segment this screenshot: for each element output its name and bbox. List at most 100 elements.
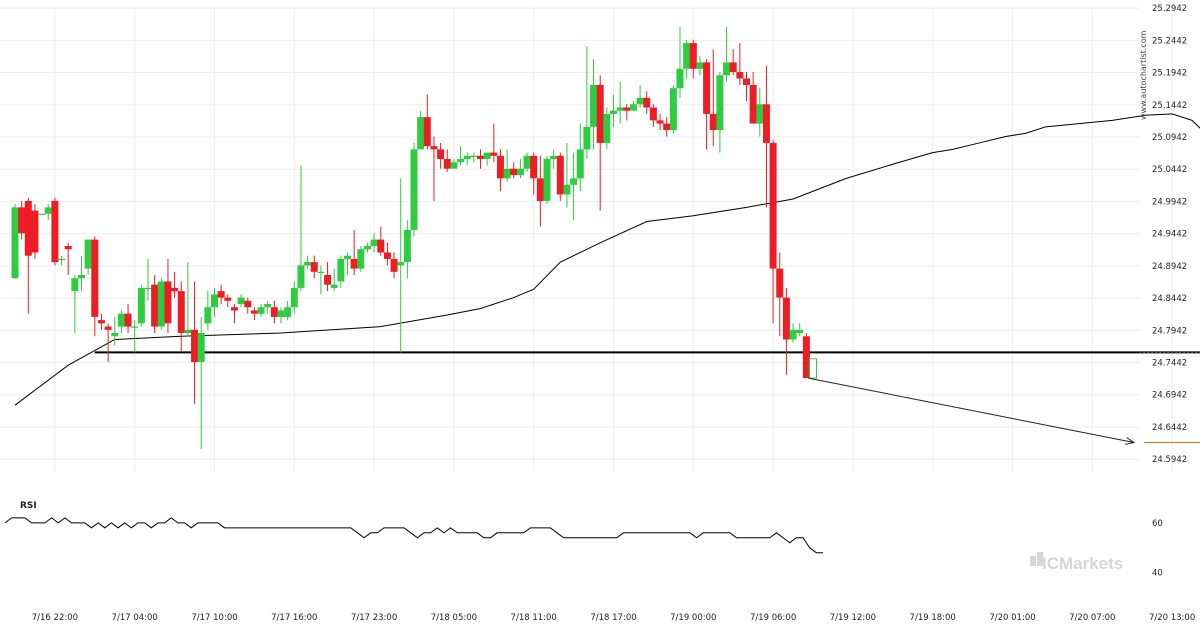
candle-body — [417, 117, 425, 150]
candle-body — [403, 229, 411, 263]
time-tick-label: 7/18 11:00 — [511, 613, 557, 623]
candle — [796, 323, 804, 337]
candle-body — [636, 97, 644, 105]
candle — [649, 104, 657, 127]
candle — [250, 307, 258, 321]
candle — [676, 26, 684, 98]
candle — [629, 101, 637, 111]
candle — [463, 152, 471, 166]
candle-body — [723, 62, 731, 76]
rsi-tick-label: 40 — [1152, 569, 1163, 579]
forecast-arrow — [808, 377, 1200, 445]
candle-body — [171, 287, 179, 292]
candle — [536, 155, 544, 227]
candle — [550, 149, 558, 169]
candle — [390, 252, 398, 279]
candle — [596, 75, 604, 211]
candle — [443, 149, 451, 172]
candle-body — [616, 107, 624, 111]
time-tick-label: 7/17 23:00 — [351, 613, 397, 623]
candle — [603, 107, 611, 150]
candle-body — [284, 307, 292, 317]
candle-body — [370, 239, 378, 247]
candle-body — [576, 149, 584, 179]
candle-body — [117, 313, 125, 327]
rsi-tick-label: 60 — [1152, 519, 1163, 529]
candle — [230, 304, 238, 324]
candle — [556, 152, 564, 201]
candle-body — [204, 307, 212, 324]
candle-body — [224, 297, 232, 301]
candle-body — [556, 155, 564, 195]
candle-body — [11, 207, 19, 279]
candle — [184, 262, 192, 337]
price-tick-label: 24.9442 — [1152, 230, 1187, 240]
time-tick-label: 7/17 16:00 — [271, 613, 317, 623]
candle — [683, 39, 691, 79]
brand-icon-bar — [1037, 552, 1043, 566]
candle-body — [324, 275, 332, 285]
candle — [177, 281, 185, 353]
candle — [616, 81, 624, 124]
candle-body — [703, 62, 711, 114]
candle — [58, 255, 66, 266]
candle — [137, 284, 145, 327]
time-tick-label: 7/20 13:00 — [1149, 613, 1195, 623]
price-tick-label: 24.9942 — [1152, 197, 1187, 207]
candle-body — [596, 84, 604, 143]
candle-body — [78, 275, 85, 279]
candle — [211, 287, 218, 317]
candle — [11, 204, 19, 279]
candle-body — [443, 159, 451, 169]
candle — [643, 91, 651, 114]
candle-body — [344, 255, 351, 259]
candle — [703, 59, 711, 150]
candle — [344, 252, 351, 276]
current-candle — [809, 358, 817, 379]
candle — [483, 152, 491, 166]
candle — [543, 155, 551, 205]
time-tick-label: 7/17 04:00 — [112, 613, 158, 623]
candle — [97, 313, 105, 330]
candle-body — [24, 200, 32, 256]
candle — [523, 152, 531, 172]
price-tick-label: 24.7442 — [1152, 359, 1187, 369]
candle-body — [590, 84, 598, 127]
candle — [224, 294, 232, 308]
candle — [583, 46, 591, 160]
site-watermark: www.autochartist.com — [1139, 30, 1148, 120]
candle-body — [144, 287, 152, 290]
candle-body — [257, 307, 265, 314]
moving-average-path — [14, 113, 1200, 406]
candle — [802, 333, 810, 379]
price-tick-label: 24.5942 — [1152, 455, 1187, 465]
candle — [669, 84, 677, 134]
time-tick-label: 7/18 17:00 — [590, 613, 636, 623]
candle — [776, 252, 784, 337]
candle — [450, 159, 458, 169]
candle — [191, 281, 199, 404]
brand-icon — [1030, 552, 1043, 566]
candle — [516, 159, 524, 179]
candle-body — [64, 246, 72, 250]
candle — [503, 149, 511, 182]
candle — [290, 281, 298, 314]
candle — [270, 300, 278, 324]
candle-body — [317, 271, 325, 273]
candle-body — [111, 333, 119, 337]
candle-body — [84, 239, 92, 269]
candle — [304, 255, 312, 269]
candle-body — [530, 155, 538, 179]
candle-body — [18, 207, 26, 234]
candle — [38, 213, 46, 216]
candle — [696, 55, 704, 76]
time-tick-label: 7/20 07:00 — [1069, 613, 1115, 623]
candle-body — [610, 110, 617, 114]
candle — [530, 152, 538, 195]
candle — [563, 142, 571, 208]
candle-body — [550, 155, 558, 160]
candle-body — [583, 126, 591, 150]
candle — [264, 300, 272, 314]
candle-body — [191, 329, 199, 363]
